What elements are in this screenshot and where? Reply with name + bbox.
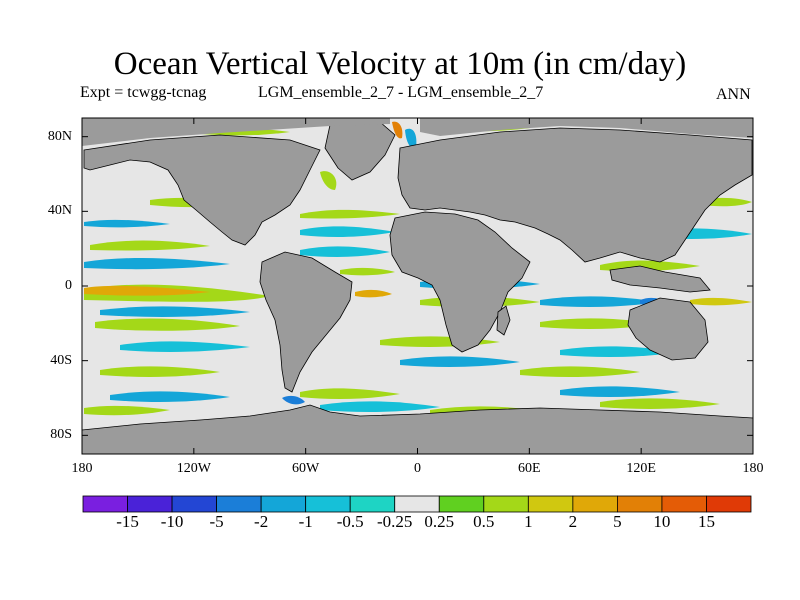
upwelling-patch (84, 405, 170, 416)
downwelling-patch (400, 356, 520, 367)
colorbar-label: -15 (116, 512, 139, 531)
colorbar-swatch (127, 495, 173, 513)
land-masses (81, 118, 754, 455)
colorbar-label: 15 (697, 512, 715, 531)
colorbar-swatch (527, 495, 574, 513)
colorbar (82, 495, 752, 513)
latitude-tick-label: 80N (47, 128, 72, 144)
upwelling-patch (340, 267, 395, 276)
arctic-ice-land (82, 118, 390, 146)
longitude-tick-label: 180 (742, 461, 764, 476)
madagascar-land (496, 305, 511, 336)
downwelling-patch (540, 296, 660, 307)
longitude-tick-label: 60W (292, 461, 320, 476)
downwelling-patch (282, 395, 305, 405)
downwelling-patch (110, 391, 230, 402)
colorbar-label: 0.25 (424, 512, 455, 531)
upwelling-patch (392, 121, 403, 139)
upwelling-patch (100, 366, 220, 377)
upwelling-patch (690, 297, 752, 306)
colorbar-swatch (438, 495, 485, 513)
eurasia-land (397, 127, 753, 263)
colorbar-swatch (617, 495, 663, 513)
experiment-label: Expt = tcwgg-tcnag (80, 84, 207, 101)
colorbar-label: -0.25 (377, 512, 413, 531)
colorbar-swatch (305, 495, 351, 513)
colorbar-label: 0.5 (473, 512, 495, 531)
africa-land (389, 211, 531, 353)
colorbar-swatch (216, 495, 262, 513)
longitude-tick-label: 0 (414, 461, 421, 476)
north-america-land (83, 134, 321, 246)
colorbar-label: -0.5 (336, 512, 364, 531)
axis-ticks (81, 118, 754, 454)
colorbar-swatch (82, 495, 128, 513)
colorbar-label: 1 (524, 512, 533, 531)
colorbar-swatch (349, 495, 396, 513)
longitude-tick-label: 180 (71, 461, 93, 476)
colorbar-swatch (572, 495, 618, 513)
upwelling-patch (300, 209, 400, 219)
colorbar-swatch (706, 495, 752, 513)
upwelling-patch (520, 366, 640, 377)
downwelling-patch (320, 401, 440, 412)
south-america-land (259, 251, 353, 393)
downwelling-patch (405, 128, 417, 149)
australia-land (627, 297, 709, 361)
colorbar-swatch (483, 495, 529, 513)
longitude-tick-label: 120W (176, 461, 211, 476)
upwelling-patch (355, 289, 392, 298)
colorbar-swatch (171, 495, 217, 513)
longitude-tick-label: 60E (518, 461, 541, 476)
colorbar-swatch (260, 495, 307, 513)
downwelling-patch (84, 257, 230, 270)
latitude-tick-label: 80S (50, 427, 72, 443)
colorbar-label: 5 (613, 512, 622, 531)
upwelling-patch (95, 318, 240, 331)
downwelling-patch (560, 386, 680, 397)
latitude-tick-label: 40S (50, 352, 72, 368)
longitude-tick-label: 120E (626, 461, 656, 476)
colorbar-swatch (661, 495, 707, 513)
downwelling-patch (300, 226, 395, 237)
upwelling-patch (84, 285, 210, 296)
downwelling-patch (120, 341, 250, 352)
downwelling-patch (300, 246, 390, 257)
upwelling-patch (90, 240, 210, 251)
colorbar-label: -1 (298, 512, 313, 531)
season-label: ANN (716, 86, 751, 103)
ensemble-label: LGM_ensemble_2_7 - LGM_ensemble_2_7 (258, 84, 544, 101)
maritime-continent-land (609, 265, 711, 293)
upwelling-patch (600, 398, 720, 409)
latitude-tick-label: 40N (47, 203, 72, 219)
upwelling-patch (300, 388, 400, 399)
downwelling-patch (100, 306, 250, 317)
arctic-ice-land (420, 118, 753, 138)
colorbar-swatch (394, 495, 440, 513)
downwelling-patch (84, 219, 170, 228)
map-title: Ocean Vertical Velocity at 10m (in cm/da… (113, 46, 687, 82)
colorbar-label: 10 (653, 512, 671, 531)
latitude-tick-label: 0 (65, 278, 72, 293)
greenland-land (324, 121, 396, 181)
upwelling-patch (320, 171, 337, 190)
colorbar-label: -5 (209, 512, 224, 531)
colorbar-label: -10 (160, 512, 184, 531)
colorbar-label: -2 (254, 512, 269, 531)
colorbar-label: 2 (568, 512, 578, 531)
